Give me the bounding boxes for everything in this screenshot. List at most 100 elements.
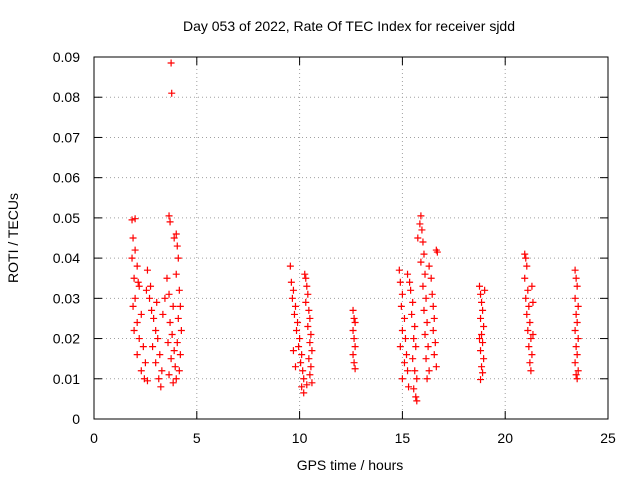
data-point-marker <box>571 294 579 302</box>
data-point-marker <box>175 286 183 294</box>
data-point-marker <box>167 59 175 67</box>
data-point-marker <box>170 347 178 355</box>
data-point-marker <box>306 339 314 347</box>
data-point-marker <box>525 343 533 351</box>
data-point-marker <box>147 282 155 290</box>
y-tick-label: 0.09 <box>53 49 80 65</box>
data-point-marker <box>350 335 358 343</box>
data-point-marker <box>572 310 580 318</box>
data-point-marker <box>304 322 312 330</box>
data-point-marker <box>303 282 311 290</box>
data-point-marker <box>143 377 151 385</box>
data-point-marker <box>477 347 485 355</box>
data-point-marker <box>416 220 424 228</box>
data-point-marker <box>420 306 428 314</box>
data-point-marker <box>351 365 359 373</box>
data-point-marker <box>572 343 580 351</box>
data-point-marker <box>303 381 311 389</box>
data-point-marker <box>421 270 429 278</box>
x-tick-label: 20 <box>497 430 513 446</box>
data-point-marker <box>574 335 582 343</box>
data-point-marker <box>300 389 308 397</box>
data-point-marker <box>146 294 154 302</box>
data-point-marker <box>170 234 178 242</box>
data-point-marker <box>133 262 141 270</box>
data-point-marker <box>171 363 179 371</box>
data-point-marker <box>412 343 420 351</box>
data-point-marker <box>476 282 483 290</box>
data-point-marker <box>524 286 532 294</box>
data-point-marker <box>305 306 313 314</box>
data-point-marker <box>129 234 137 242</box>
data-point-marker <box>299 367 307 375</box>
data-point-marker <box>130 274 138 282</box>
data-point-marker <box>149 343 157 351</box>
data-point-marker <box>135 335 143 343</box>
data-point-marker <box>422 355 430 363</box>
data-point-marker <box>527 335 535 343</box>
data-point-marker <box>298 351 306 359</box>
plot-frame <box>93 56 609 420</box>
data-point-marker <box>172 375 180 383</box>
data-point-marker <box>571 327 579 335</box>
data-point-marker <box>432 363 440 371</box>
data-point-marker <box>422 294 430 302</box>
data-point-marker <box>177 327 185 335</box>
data-point-marker <box>413 397 421 405</box>
data-point-marker <box>574 367 582 375</box>
data-point-marker <box>529 331 537 339</box>
data-point-marker <box>421 331 429 339</box>
data-point-marker <box>417 258 425 266</box>
y-tick-label: 0.07 <box>53 129 80 145</box>
data-point-marker <box>137 367 145 375</box>
x-tick-label: 10 <box>292 430 308 446</box>
data-point-marker <box>528 282 536 290</box>
chart-title: Day 053 of 2022, Rate Of TEC Index for r… <box>183 18 515 34</box>
data-point-marker <box>573 375 581 383</box>
data-point-marker <box>477 314 485 322</box>
data-point-marker <box>289 347 297 355</box>
data-point-marker <box>143 266 151 274</box>
data-point-marker <box>168 331 176 339</box>
x-tick-label: 5 <box>193 430 201 446</box>
data-point-marker <box>523 310 531 318</box>
data-point-marker <box>423 318 431 326</box>
data-point-marker <box>403 351 411 359</box>
data-point-marker <box>571 359 579 367</box>
data-point-marker <box>133 318 141 326</box>
data-point-marker <box>131 246 139 254</box>
data-point-marker <box>350 314 358 322</box>
data-point-marker <box>433 248 441 256</box>
data-point-marker <box>424 343 432 351</box>
data-point-marker <box>286 262 294 270</box>
x-tick-label: 0 <box>90 430 98 446</box>
data-point-marker <box>423 375 431 383</box>
data-point-marker <box>176 351 184 359</box>
data-point-marker <box>293 327 301 335</box>
data-point-marker <box>304 290 312 298</box>
data-point-marker <box>478 331 486 339</box>
data-point-marker <box>158 367 166 375</box>
data-point-marker <box>165 371 173 379</box>
data-point-marker <box>574 302 582 310</box>
data-point-marker <box>478 298 486 306</box>
data-point-marker <box>396 278 404 286</box>
data-point-marker <box>290 310 298 318</box>
data-point-marker <box>429 327 437 335</box>
data-point-marker <box>166 318 174 326</box>
data-point-marker <box>351 318 359 326</box>
data-point-marker <box>398 327 406 335</box>
data-point-marker <box>521 274 529 282</box>
y-tick-label: 0 <box>72 411 80 427</box>
data-point-marker <box>431 339 439 347</box>
data-point-marker <box>164 339 172 347</box>
data-point-marker <box>165 290 173 298</box>
data-point-marker <box>173 339 181 347</box>
data-point-marker <box>153 298 161 306</box>
data-point-marker <box>300 375 308 383</box>
data-point-marker <box>174 254 182 262</box>
data-point-marker <box>406 278 414 286</box>
data-point-marker <box>141 359 149 367</box>
data-point-marker <box>157 383 165 391</box>
data-point-marker <box>573 318 581 326</box>
